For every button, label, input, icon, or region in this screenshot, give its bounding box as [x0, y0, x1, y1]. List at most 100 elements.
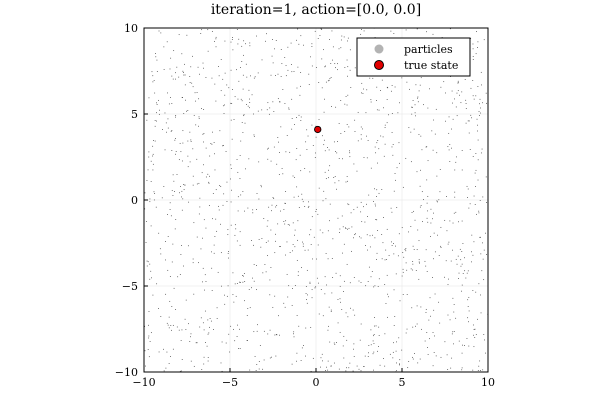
particle-point [338, 122, 340, 124]
particle-point [339, 285, 341, 287]
particle-point [420, 169, 421, 171]
particle-point [392, 357, 394, 359]
particle-point [327, 329, 329, 331]
particle-point [215, 218, 217, 220]
particle-point [296, 148, 298, 149]
particle-point [461, 220, 463, 222]
particle-point [271, 210, 272, 212]
particle-point [267, 255, 268, 257]
particle-point [374, 146, 376, 148]
particle-point [434, 251, 436, 253]
particle-point [391, 211, 393, 213]
particle-point [308, 201, 309, 203]
particle-point [412, 261, 414, 262]
particle-point [256, 193, 258, 194]
particle-point [345, 370, 347, 372]
particle-point [149, 201, 151, 203]
particle-point [150, 180, 152, 182]
particle-point [445, 92, 446, 94]
particle-point [306, 299, 307, 301]
particle-point [235, 295, 237, 297]
particle-point [192, 184, 194, 186]
particle-point [189, 76, 191, 77]
particle-point [173, 287, 175, 289]
particle-point [437, 201, 438, 203]
particle-point [268, 206, 270, 208]
particle-point [225, 151, 227, 152]
particle-point [300, 85, 301, 87]
particle-point [186, 34, 188, 36]
particle-point [464, 345, 466, 346]
particle-point [412, 356, 413, 358]
particle-point [457, 82, 459, 84]
particle-point [370, 167, 372, 169]
particle-point [190, 141, 192, 142]
particle-point [348, 227, 350, 229]
particle-point [294, 124, 295, 125]
particle-point [340, 100, 342, 101]
particle-point [328, 177, 329, 179]
particle-point [268, 113, 270, 115]
particle-point [480, 294, 481, 296]
particle-point [243, 275, 244, 277]
particle-point [388, 254, 390, 256]
particle-point [253, 134, 255, 136]
particle-point [372, 340, 374, 342]
particle-point [165, 367, 167, 369]
particle-point [149, 263, 151, 265]
particle-point [399, 363, 400, 365]
particle-point [207, 333, 209, 335]
particle-point [243, 54, 244, 56]
particle-point [272, 306, 274, 308]
particle-point [405, 332, 407, 334]
particle-point [370, 99, 372, 101]
particle-point [169, 300, 171, 302]
particle-point [259, 345, 261, 346]
particle-point [427, 195, 429, 197]
particle-point [297, 195, 299, 197]
particle-point [418, 90, 420, 92]
particle-point [375, 152, 377, 154]
particle-point [342, 345, 344, 347]
particle-point [464, 257, 465, 259]
particle-point [347, 180, 348, 182]
particle-point [144, 325, 146, 327]
particle-point [399, 102, 400, 104]
particle-point [300, 35, 302, 37]
particle-point [208, 181, 210, 183]
particle-point [178, 329, 180, 331]
particle-point [375, 258, 377, 260]
particle-point [360, 126, 362, 128]
particle-point [392, 154, 394, 156]
particle-point [360, 134, 362, 136]
particle-point [318, 187, 320, 189]
particle-point [440, 245, 442, 247]
particle-point [221, 341, 223, 343]
particle-point [204, 310, 206, 312]
particle-point [149, 278, 151, 280]
particle-point [272, 62, 274, 64]
particle-point [481, 152, 482, 154]
particle-point [256, 209, 257, 210]
particle-point [478, 111, 480, 113]
particle-point [467, 120, 469, 122]
particle-point [384, 333, 386, 335]
particle-point [369, 77, 371, 79]
particle-point [304, 249, 306, 251]
particle-point [405, 250, 407, 252]
particle-point [334, 63, 336, 65]
particle-point [249, 45, 251, 47]
particle-point [337, 299, 339, 300]
particle-point [455, 211, 457, 213]
particle-point [187, 140, 189, 142]
particle-point [426, 332, 428, 333]
particle-point [383, 155, 385, 157]
particle-point [393, 289, 395, 291]
particle-point [423, 104, 424, 106]
particle-point [273, 198, 275, 199]
particle-point [339, 232, 340, 233]
particle-point [230, 168, 232, 169]
particle-point [365, 112, 367, 114]
particle-point [223, 113, 225, 114]
particle-point [343, 243, 345, 245]
